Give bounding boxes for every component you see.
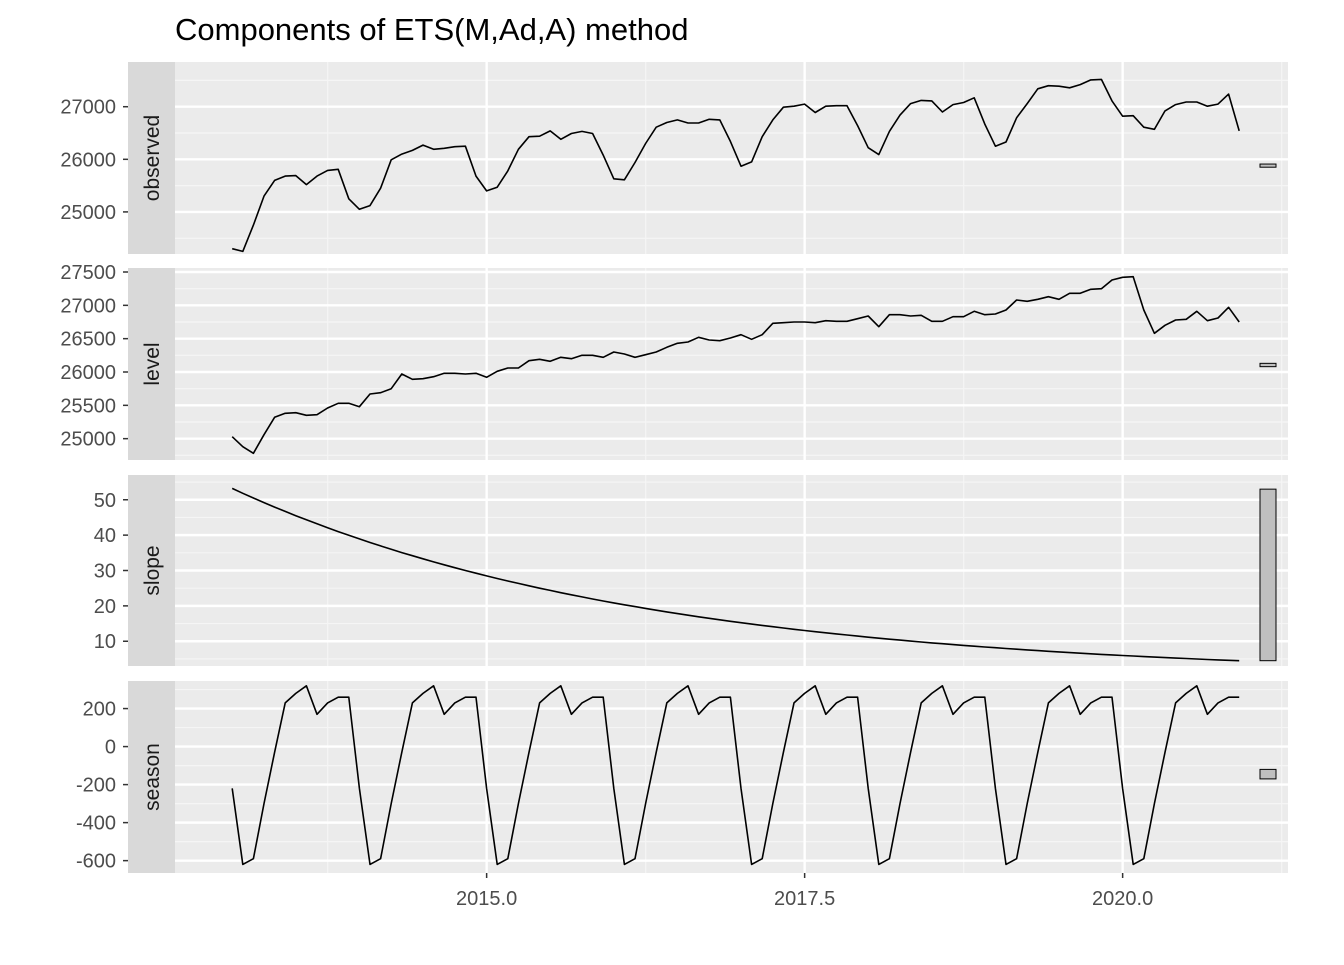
x-tick-label: 2017.5 — [774, 888, 835, 910]
strip-label-level: level — [141, 342, 164, 385]
y-tick-label: 27500 — [60, 262, 116, 284]
scale-bar-slope — [1259, 488, 1277, 662]
strip-label-observed: observed — [141, 115, 164, 201]
y-tick-label: 0 — [105, 737, 116, 759]
y-tick-label: 27000 — [60, 97, 116, 119]
series-line-season — [231, 684, 1240, 866]
scale-bar-season — [1259, 768, 1277, 780]
panel-slope: 10 20 30 40 50 slope — [94, 475, 1288, 666]
scale-bar-level — [1259, 362, 1277, 368]
y-tick-label: 30 — [94, 561, 116, 583]
strip-season — [128, 681, 175, 873]
scale-bar-observed — [1259, 163, 1277, 168]
y-tick-label: 25000 — [60, 429, 116, 451]
y-tick-label: 40 — [94, 525, 116, 547]
chart-title: Components of ETS(M,Ad,A) method — [175, 12, 688, 47]
y-tick-label: 50 — [94, 490, 116, 512]
y-tick-label: 26000 — [60, 362, 116, 384]
y-tick-label: -400 — [76, 813, 116, 835]
y-tick-label: 27000 — [60, 295, 116, 317]
y-tick-label: 25500 — [60, 395, 116, 417]
strip-level — [128, 268, 175, 460]
y-tick-label: -200 — [76, 775, 116, 797]
panel-season: -600 -400 -200 0 200 season — [76, 681, 1288, 873]
strip-label-season: season — [141, 743, 164, 811]
panel-observed: 25000 26000 27000 observed — [60, 62, 1288, 254]
strip-label-slope: slope — [141, 545, 164, 595]
series-line-level — [231, 275, 1240, 455]
y-tick-label: 10 — [94, 631, 116, 653]
series-line-slope — [231, 487, 1240, 662]
panel-background — [175, 268, 1288, 460]
y-tick-label: 200 — [83, 699, 116, 721]
panel-level: 25000 25500 26000 26500 27000 27500 level — [60, 262, 1288, 460]
x-tick-label: 2020.0 — [1092, 888, 1153, 910]
y-tick-label: 26000 — [60, 149, 116, 171]
x-tick-label: 2015.0 — [456, 888, 517, 910]
y-tick-label: -600 — [76, 851, 116, 873]
y-tick-label: 25000 — [60, 202, 116, 224]
strip-observed — [128, 62, 175, 254]
series-line-observed — [232, 78, 1240, 253]
y-tick-label: 26500 — [60, 329, 116, 351]
y-tick-label: 20 — [94, 596, 116, 618]
strip-slope — [128, 475, 175, 666]
panel-background — [175, 62, 1288, 254]
